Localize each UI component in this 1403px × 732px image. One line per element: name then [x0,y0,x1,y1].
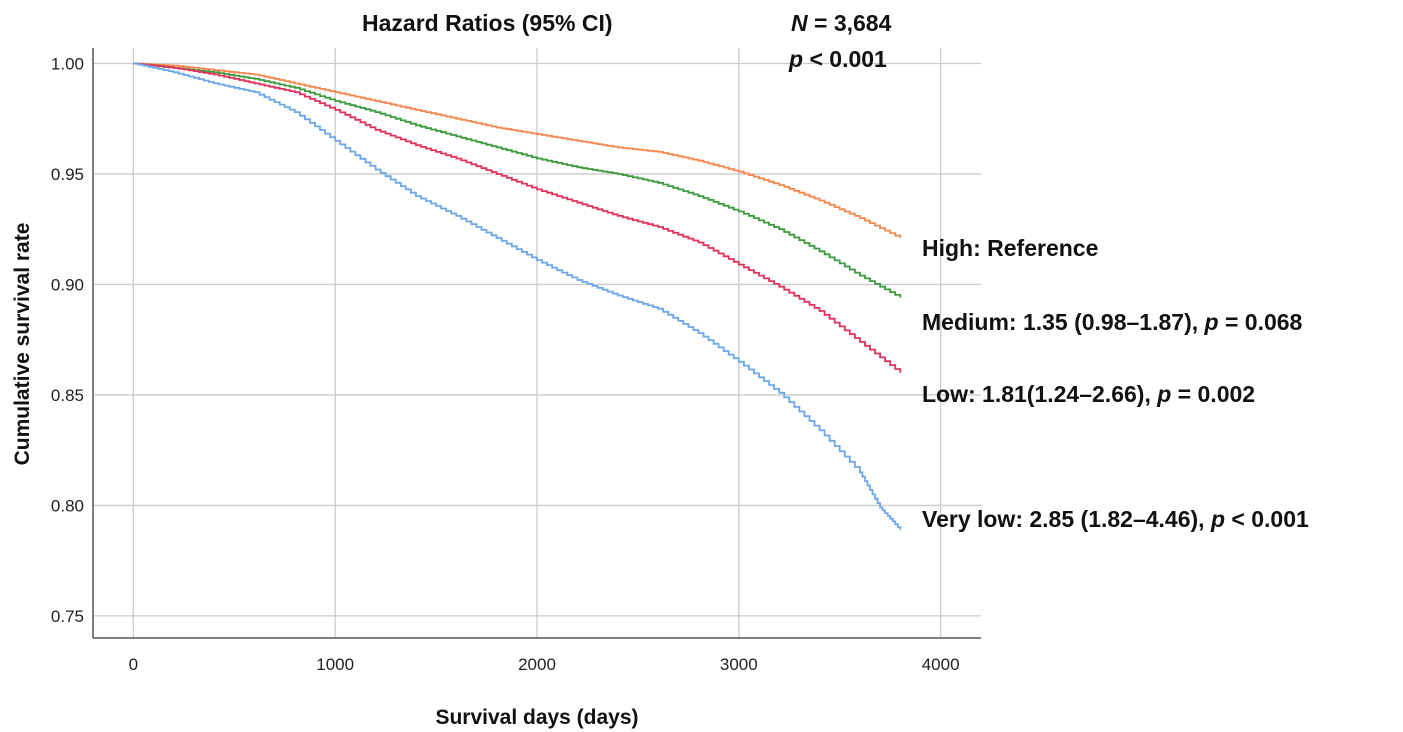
hr-label-low: Low: 1.81(1.24–2.66), p = 0.002 [922,383,1255,406]
hr-p-symbol: p [1210,506,1226,532]
n-value: = 3,684 [807,10,892,36]
hr-p-value: = 0.068 [1218,309,1303,335]
survival-curve-very-low [133,62,902,530]
hr-label-text: Low: 1.81(1.24–2.66), [922,381,1158,407]
y-tick-label: 0.80 [51,496,84,515]
p-value: < 0.001 [803,46,887,72]
x-tick-label: 4000 [922,655,960,674]
x-tick-label: 3000 [720,655,758,674]
x-tick-label: 1000 [316,655,354,674]
n-symbol: N [791,10,808,36]
survival-curve-high [133,62,902,238]
y-tick-label: 1.00 [51,54,84,73]
x-tick-label: 0 [129,655,138,674]
y-axis-title: Cumulative survival rate [11,223,34,466]
hr-label-very-low: Very low: 2.85 (1.82–4.46), p < 0.001 [922,508,1309,531]
hr-label-high: High: Reference [922,237,1098,260]
x-axis-title: Survival days (days) [435,706,638,729]
hr-label-text: High: Reference [922,235,1099,261]
hr-p-symbol: p [1204,309,1219,335]
hr-label-medium: Medium: 1.35 (0.98–1.87), p = 0.068 [922,311,1302,334]
y-tick-label: 0.75 [51,607,84,626]
sample-size-annotation: N = 3,684 [791,12,891,35]
hr-label-text: Medium: 1.35 (0.98–1.87), [922,309,1205,335]
grid-lines [93,48,981,638]
chart-title: Hazard Ratios (95% CI) [362,10,613,36]
y-tick-label: 0.90 [51,275,84,294]
survival-curves [133,62,902,530]
p-symbol: p [789,46,804,72]
hr-p-value: < 0.001 [1225,506,1309,532]
survival-curve-low [133,62,902,373]
hr-label-text: Very low: 2.85 (1.82–4.46), [922,506,1211,532]
y-tick-label: 0.95 [51,165,84,184]
hr-p-symbol: p [1157,381,1172,407]
survival-curve-medium [133,62,902,298]
y-tick-label: 0.85 [51,386,84,405]
tick-labels: 0 1000 2000 3000 4000 0.75 0.80 0.85 0.90 0.95 1.0… [51,54,960,674]
x-tick-label: 2000 [518,655,556,674]
p-value-annotation: p < 0.001 [789,48,887,71]
hr-p-value: = 0.002 [1171,381,1256,407]
